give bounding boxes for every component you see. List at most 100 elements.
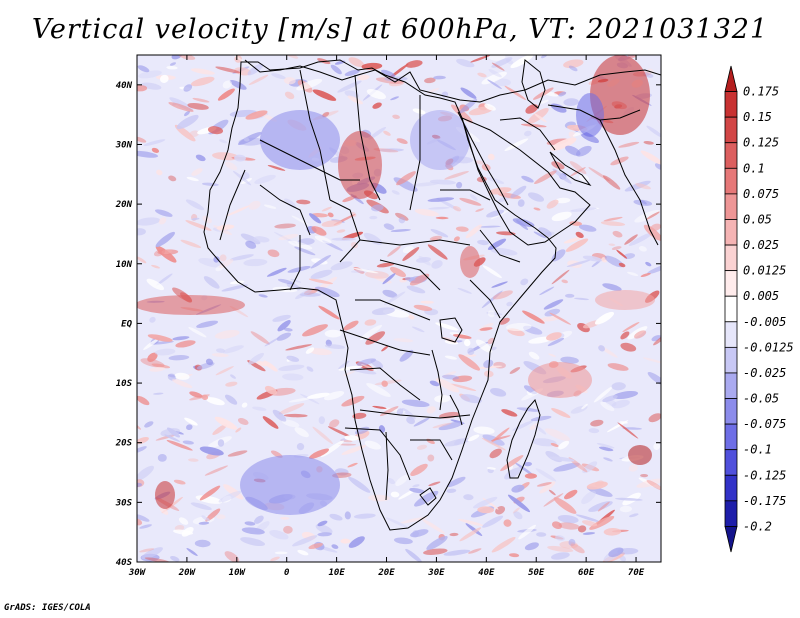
velocity-streak xyxy=(530,415,552,422)
border-20 xyxy=(469,279,501,319)
velocity-streak xyxy=(600,401,615,412)
velocity-streak xyxy=(180,239,202,249)
velocity-streak xyxy=(385,517,409,528)
velocity-streak xyxy=(582,255,603,262)
velocity-streak xyxy=(602,395,618,403)
lat-label: 40N xyxy=(116,81,133,91)
velocity-streak xyxy=(186,176,199,182)
colorbar-swatch xyxy=(724,321,738,348)
velocity-streak xyxy=(274,223,296,229)
velocity-streak xyxy=(191,168,203,176)
colorbar-label: 0.15 xyxy=(743,110,772,124)
velocity-streak xyxy=(627,271,639,276)
velocity-streak xyxy=(565,293,575,298)
velocity-streak xyxy=(157,454,167,462)
velocity-streak xyxy=(653,442,661,450)
velocity-streak xyxy=(234,55,242,63)
velocity-streak xyxy=(446,488,457,493)
velocity-streak xyxy=(344,69,360,76)
velocity-streak xyxy=(568,65,578,72)
velocity-streak xyxy=(199,485,221,501)
velocity-streak xyxy=(550,137,577,151)
velocity-streak xyxy=(536,482,552,487)
velocity-streak xyxy=(201,515,211,522)
velocity-streak xyxy=(534,113,547,123)
velocity-streak xyxy=(558,522,580,530)
velocity-streak xyxy=(569,221,582,226)
velocity-streak xyxy=(488,187,512,195)
border-21 xyxy=(479,229,521,263)
velocity-streak xyxy=(378,148,404,152)
velocity-streak xyxy=(237,132,262,145)
velocity-streak xyxy=(619,421,629,424)
velocity-streak xyxy=(570,207,597,212)
velocity-streak xyxy=(450,104,473,124)
velocity-streak xyxy=(510,55,534,69)
velocity-streak xyxy=(344,435,359,441)
velocity-streak xyxy=(413,417,430,427)
velocity-streak xyxy=(198,257,226,268)
velocity-streak xyxy=(280,516,290,520)
velocity-streak xyxy=(628,464,638,472)
velocity-streak xyxy=(506,322,532,332)
velocity-streak xyxy=(320,440,344,457)
velocity-streak xyxy=(611,246,622,251)
colorbar-label: -0.005 xyxy=(743,315,786,329)
velocity-streak xyxy=(350,367,377,375)
velocity-streak xyxy=(596,443,615,449)
border-8 xyxy=(329,199,361,263)
lon-label: 40E xyxy=(478,568,495,578)
velocity-streak xyxy=(243,258,268,267)
velocity-streak xyxy=(443,549,471,556)
velocity-streak xyxy=(300,393,320,405)
africa-coastline xyxy=(203,59,557,531)
velocity-streak xyxy=(278,364,305,371)
lat-label: 20N xyxy=(115,200,133,210)
velocity-streak xyxy=(648,413,661,423)
velocity-streak xyxy=(522,310,545,324)
velocity-streak xyxy=(324,390,345,401)
velocity-streak xyxy=(418,255,431,266)
velocity-streak xyxy=(219,254,227,262)
velocity-streak xyxy=(456,181,463,189)
velocity-streak xyxy=(178,517,189,525)
velocity-streak xyxy=(509,367,521,374)
colorbar-swatch xyxy=(724,193,738,220)
velocity-streak xyxy=(551,211,572,222)
velocity-streak xyxy=(373,148,399,153)
velocity-streak xyxy=(158,217,167,225)
velocity-streak xyxy=(237,418,249,425)
velocity-streak xyxy=(330,64,342,75)
velocity-streak xyxy=(532,438,557,447)
velocity-streak xyxy=(495,505,506,515)
velocity-streak xyxy=(489,448,502,459)
velocity-streak xyxy=(314,286,340,298)
velocity-streak xyxy=(444,171,469,180)
velocity-streak xyxy=(277,278,295,285)
velocity-streak xyxy=(369,215,378,220)
velocity-streak xyxy=(430,229,449,238)
velocity-streak xyxy=(444,355,457,360)
velocity-streak xyxy=(560,356,579,364)
velocity-streak xyxy=(166,440,193,451)
velocity-streak xyxy=(338,360,350,370)
velocity-streak xyxy=(520,278,529,286)
velocity-streak xyxy=(370,359,384,369)
velocity-streak xyxy=(371,204,384,212)
velocity-streak xyxy=(382,273,396,285)
velocity-streak xyxy=(447,476,466,488)
velocity-streak xyxy=(258,294,268,298)
velocity-streak xyxy=(551,269,570,285)
velocity-streak xyxy=(582,520,598,527)
border-1 xyxy=(259,139,360,181)
velocity-streak xyxy=(528,351,540,360)
velocity-streak xyxy=(412,182,440,187)
velocity-streak xyxy=(357,74,370,81)
velocity-streak xyxy=(600,221,626,227)
velocity-streak xyxy=(139,548,155,553)
velocity-streak xyxy=(138,70,162,79)
border-14 xyxy=(349,367,421,401)
velocity-streak xyxy=(628,232,654,246)
velocity-streak xyxy=(368,126,387,140)
colorbar-swatch xyxy=(724,372,738,399)
